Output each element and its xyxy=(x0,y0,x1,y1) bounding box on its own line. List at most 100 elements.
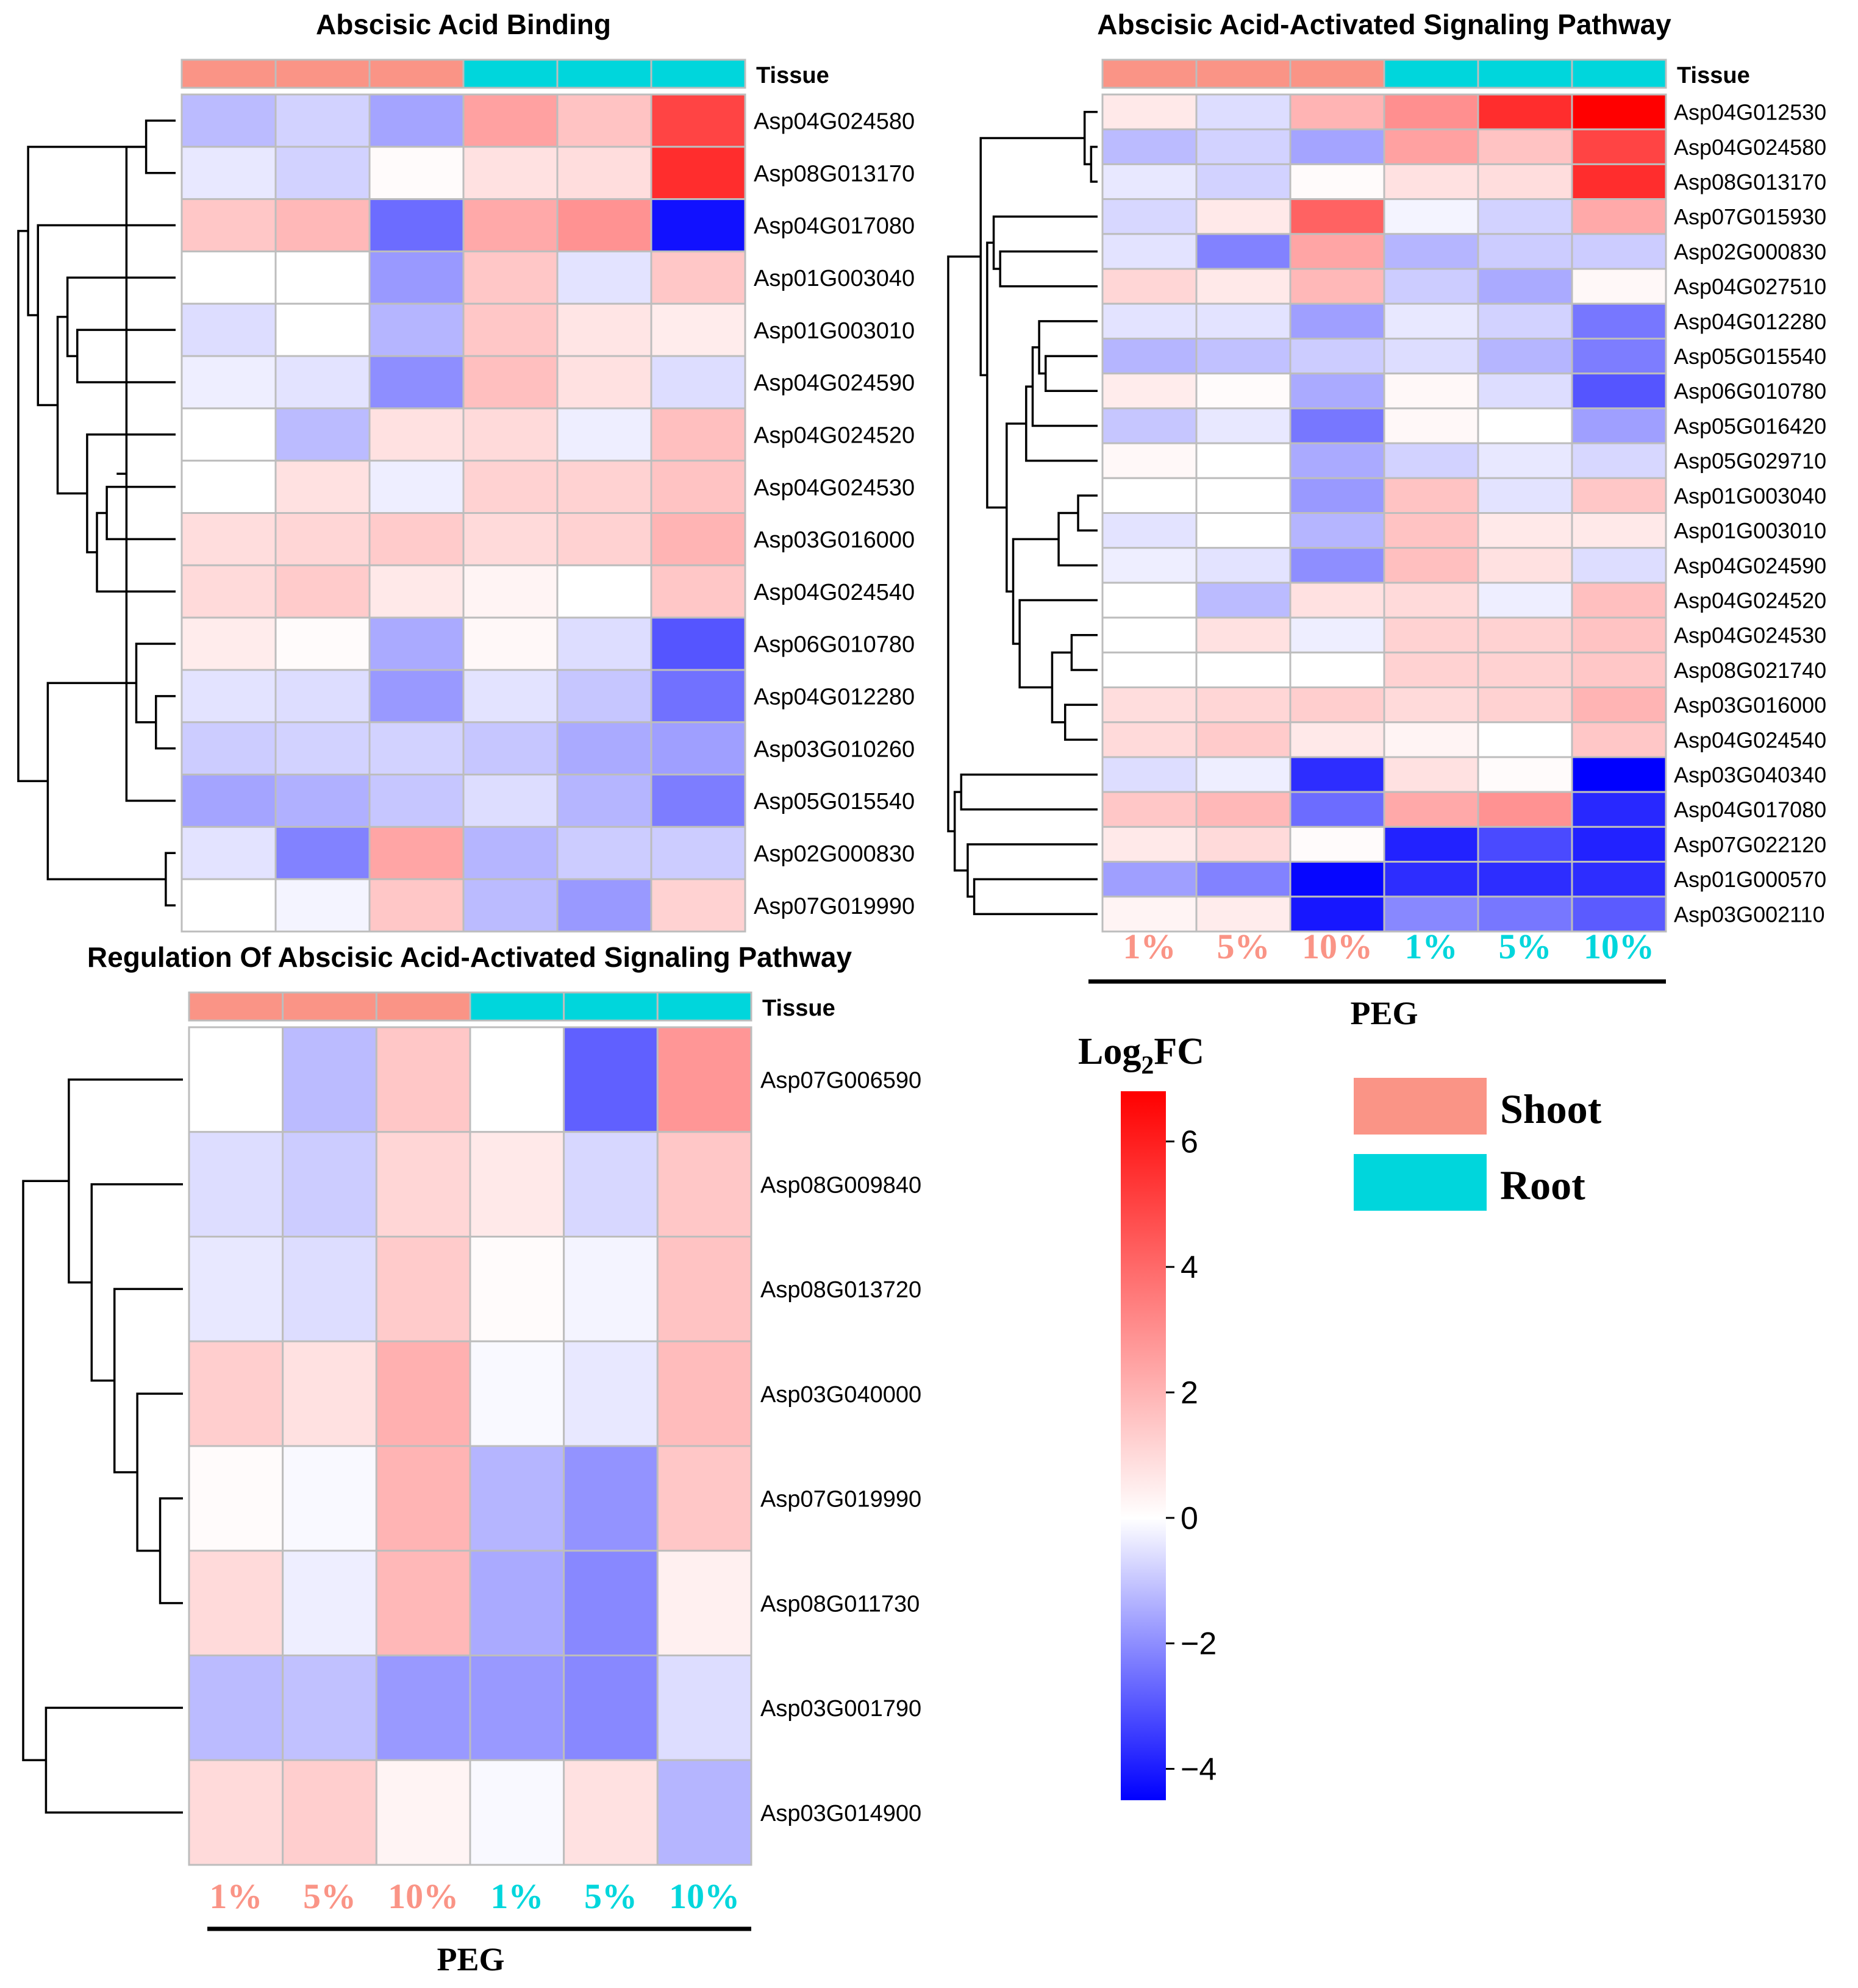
heatmap-cell xyxy=(469,1550,565,1656)
tissue-cell-root xyxy=(469,991,565,1022)
heatmap-cell xyxy=(650,302,746,357)
heatmap-cell xyxy=(469,1131,565,1238)
heatmap-cell xyxy=(282,1236,377,1342)
heatmap-cell xyxy=(1289,861,1385,898)
dendrogram-branch xyxy=(1083,110,1098,166)
heatmap-cell xyxy=(1195,686,1292,724)
dendrogram-branch xyxy=(136,1392,183,1552)
heatmap-abscisic-acid-binding: Abscisic Acid Binding Tissue Asp04G02458… xyxy=(17,9,915,933)
heatmap-cell xyxy=(375,1131,471,1238)
heatmap-cell xyxy=(180,302,277,357)
heatmap-cell xyxy=(1289,477,1385,515)
colorbar-tick-label: 6 xyxy=(1181,1124,1198,1160)
heatmap-cell xyxy=(1101,651,1198,689)
heatmap-cell xyxy=(180,669,277,724)
dendrogram-branch xyxy=(1031,346,1098,427)
tissue-cell-root xyxy=(563,991,659,1022)
tissue-cell-root xyxy=(1383,59,1479,89)
dendrogram-branch xyxy=(125,146,176,802)
heatmap-cell xyxy=(650,407,746,462)
heatmap-cell xyxy=(274,825,371,880)
heatmap-cell xyxy=(188,1131,284,1238)
row-label: Asp03G016000 xyxy=(754,527,915,553)
heatmap-cell xyxy=(656,1759,752,1866)
dendrogram-branch xyxy=(155,695,176,750)
heatmap-cell xyxy=(563,1026,659,1133)
column-label: 1% xyxy=(209,1876,262,1916)
heatmap-cell xyxy=(1571,407,1667,444)
row-label: Asp04G024520 xyxy=(1674,588,1826,613)
heatmap-cell xyxy=(282,1445,377,1552)
row-label: Asp07G006590 xyxy=(760,1068,921,1094)
row-labels: Asp07G006590 Asp08G009840 Asp08G013720 Asp0… xyxy=(760,1068,921,1826)
row-dendrogram xyxy=(947,110,1098,916)
heatmap-cell xyxy=(469,1655,565,1761)
row-label: Asp04G024580 xyxy=(754,109,915,135)
heatmap-cell xyxy=(1571,861,1667,898)
row-label: Asp08G009840 xyxy=(760,1172,921,1198)
dendrogram-branch xyxy=(113,1288,183,1473)
heatmap-cell xyxy=(368,355,465,410)
panel-title: Abscisic Acid-Activated Signaling Pathwa… xyxy=(1097,9,1671,40)
tissue-cell-shoot xyxy=(274,59,371,89)
tissue-legend: Shoot Root xyxy=(1354,1078,1602,1211)
heatmap-cell xyxy=(1195,477,1292,515)
heatmap-cell xyxy=(274,669,371,724)
heatmap-cell xyxy=(1101,721,1198,758)
dendrogram-branch xyxy=(165,852,176,907)
heatmap-cell xyxy=(1101,407,1198,444)
heatmap-cell xyxy=(274,616,371,671)
heatmap-cell xyxy=(556,669,652,724)
heatmap-cell xyxy=(1477,337,1573,375)
heatmap-cell xyxy=(1571,442,1667,479)
column-labels: 1% 5% 10% 1% 5% 10% xyxy=(1123,927,1655,966)
tissue-cell-root xyxy=(650,59,746,89)
heatmap-cell xyxy=(1383,128,1479,165)
row-label: Asp03G016000 xyxy=(1674,693,1826,718)
heatmap-cell xyxy=(556,616,652,671)
heatmap-cell xyxy=(1101,128,1198,165)
heatmap-cell xyxy=(368,146,465,201)
heatmap-cell xyxy=(1477,93,1573,130)
heatmap-cell xyxy=(368,825,465,880)
heatmap-cell xyxy=(274,355,371,410)
heatmap-cell xyxy=(462,564,559,619)
heatmap-cell xyxy=(1101,233,1198,270)
heatmap-cell xyxy=(1195,651,1292,689)
heatmap-cell xyxy=(1383,268,1479,305)
tissue-annotation-bar xyxy=(188,991,752,1022)
heatmap-cell xyxy=(563,1340,659,1447)
heatmap-cell xyxy=(1571,791,1667,828)
heatmap-cell xyxy=(1101,512,1198,549)
colorbar-title: Log2FC xyxy=(1078,1031,1204,1080)
heatmap-cell xyxy=(375,1340,471,1447)
dendrogram-branch xyxy=(947,255,981,833)
heatmap-cell xyxy=(1571,896,1667,933)
tissue-cell-shoot xyxy=(1195,59,1292,89)
dendrogram-branch xyxy=(1051,651,1072,724)
heatmap-cell xyxy=(1195,791,1292,828)
heatmap-cell xyxy=(368,774,465,828)
row-label: Asp04G024530 xyxy=(1674,623,1826,648)
heatmap-cell xyxy=(188,1445,284,1552)
heatmap-cell xyxy=(1289,93,1385,130)
heatmap-cell xyxy=(180,93,277,148)
column-label: 5% xyxy=(1217,927,1270,966)
heatmap-cell xyxy=(1477,512,1573,549)
heatmap-cell xyxy=(462,878,559,933)
panel-title: Regulation Of Abscisic Acid-Activated Si… xyxy=(87,941,852,973)
heatmap-cell xyxy=(469,1445,565,1552)
heatmap-cell xyxy=(656,1026,752,1133)
heatmap-cell xyxy=(1101,163,1198,201)
row-label: Asp04G012530 xyxy=(1674,100,1826,125)
heatmap-cell xyxy=(282,1340,377,1447)
heatmap-cell xyxy=(1195,896,1292,933)
row-label: Asp05G016420 xyxy=(1674,413,1826,438)
row-label: Asp05G029710 xyxy=(1674,449,1826,474)
heatmap-cell xyxy=(274,146,371,201)
colorbar-tick-label: −4 xyxy=(1181,1752,1217,1787)
heatmap-cell xyxy=(1571,233,1667,270)
heatmap-cell xyxy=(1101,442,1198,479)
heatmap-cell xyxy=(1571,825,1667,863)
